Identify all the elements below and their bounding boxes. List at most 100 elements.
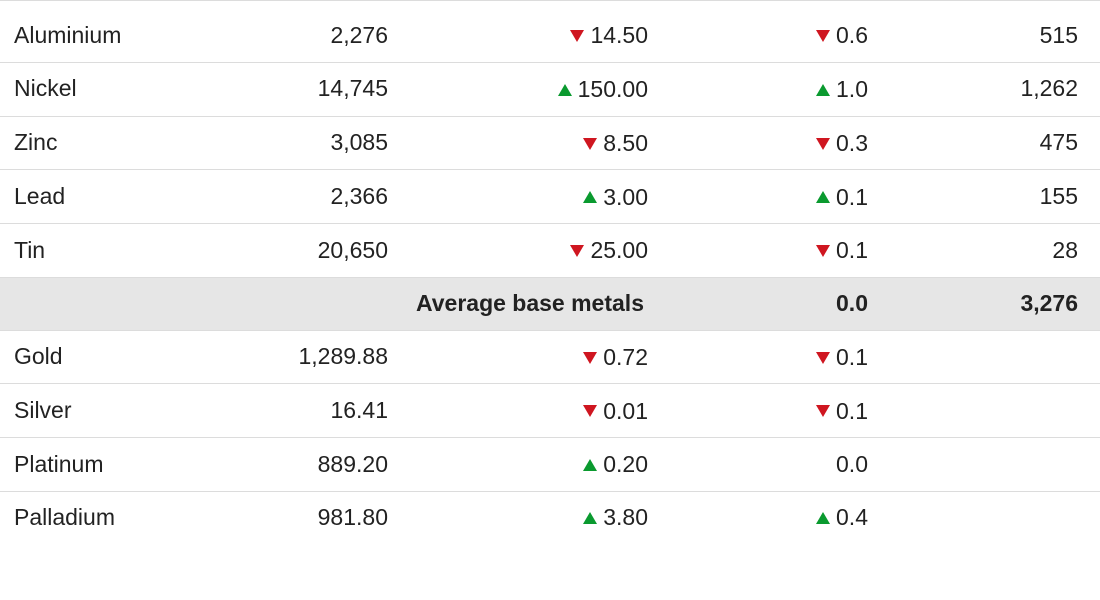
price-cell: 16.41 (170, 384, 410, 438)
change-cell-value: 25.00 (590, 237, 648, 265)
price-cell: 2,276 (170, 9, 410, 62)
pct-cell-value: 0.1 (836, 184, 868, 212)
pct-cell: 0.6 (670, 9, 890, 62)
price-cell: 14,745 (170, 62, 410, 116)
metal-name: Aluminium (0, 9, 170, 62)
triangle-up-icon (816, 512, 830, 524)
table-row: Platinum889.20 0.20 0.0 (0, 438, 1100, 492)
triangle-up-icon (558, 84, 572, 96)
triangle-up-icon (583, 459, 597, 471)
triangle-up-icon (583, 512, 597, 524)
triangle-down-icon (816, 352, 830, 364)
metals-table: Copper6,6857.000.1641Aluminium2,27614.50… (0, 0, 1100, 532)
summary-volume: 3,276 (890, 277, 1100, 330)
change-cell: 25.00 (410, 224, 670, 278)
pct-cell: 0.0 (670, 438, 890, 492)
table-row: Tin20,650 25.00 0.1 28 (0, 224, 1100, 278)
summary-row: Average base metals0.03,276 (0, 277, 1100, 330)
pct-cell: 0.4 (670, 491, 890, 532)
table-row: Aluminium2,276 14.50 0.6 515 (0, 9, 1100, 62)
price-cell: 889.20 (170, 438, 410, 492)
pct-cell-value: 0.3 (836, 130, 868, 158)
metal-name: Nickel (0, 62, 170, 116)
volume-cell: 28 (890, 224, 1100, 278)
price-cell: 6,685 (170, 1, 410, 10)
triangle-down-icon (816, 405, 830, 417)
pct-cell: 1.0 (670, 62, 890, 116)
metal-name: Silver (0, 384, 170, 438)
pct-cell-value: 0.0 (836, 451, 868, 479)
pct-cell-value: 0.1 (836, 237, 868, 265)
triangle-down-icon (583, 405, 597, 417)
change-cell: 7.00 (410, 1, 670, 10)
pct-cell: 0.1 (670, 224, 890, 278)
triangle-down-icon (570, 30, 584, 42)
triangle-down-icon (583, 138, 597, 150)
metal-name: Palladium (0, 491, 170, 532)
pct-cell: 0.1 (670, 1, 890, 10)
table-row: Lead2,366 3.00 0.1 155 (0, 170, 1100, 224)
summary-label: Average base metals (0, 277, 670, 330)
pct-cell-value: 0.4 (836, 504, 868, 532)
change-cell-value: 0.20 (603, 451, 648, 479)
pct-cell: 0.3 (670, 116, 890, 170)
metal-name: Platinum (0, 438, 170, 492)
volume-cell: 641 (890, 1, 1100, 10)
price-cell: 2,366 (170, 170, 410, 224)
volume-cell: 1,262 (890, 62, 1100, 116)
change-cell: 0.72 (410, 330, 670, 384)
triangle-down-icon (816, 245, 830, 257)
table-row: Palladium981.80 3.80 0.4 (0, 491, 1100, 532)
pct-cell-value: 0.1 (836, 398, 868, 426)
metal-name: Copper (0, 1, 170, 10)
metal-name: Gold (0, 330, 170, 384)
change-cell: 3.00 (410, 170, 670, 224)
table-row: Nickel14,745 150.00 1.0 1,262 (0, 62, 1100, 116)
triangle-up-icon (816, 191, 830, 203)
volume-cell: 155 (890, 170, 1100, 224)
triangle-down-icon (816, 30, 830, 42)
change-cell-value: 14.50 (590, 22, 648, 50)
price-cell: 1,289.88 (170, 330, 410, 384)
change-cell-value: 3.00 (603, 184, 648, 212)
summary-pct: 0.0 (670, 277, 890, 330)
table-row: Gold1,289.88 0.72 0.1 (0, 330, 1100, 384)
change-cell: 14.50 (410, 9, 670, 62)
change-cell-value: 3.80 (603, 504, 648, 532)
volume-cell (890, 330, 1100, 384)
change-cell: 8.50 (410, 116, 670, 170)
metal-name: Tin (0, 224, 170, 278)
triangle-down-icon (570, 245, 584, 257)
price-cell: 3,085 (170, 116, 410, 170)
change-cell-value: 0.72 (603, 344, 648, 372)
change-cell-value: 8.50 (603, 130, 648, 158)
pct-cell-value: 0.1 (836, 344, 868, 372)
pct-cell-value: 1.0 (836, 76, 868, 104)
price-cell: 981.80 (170, 491, 410, 532)
price-cell: 20,650 (170, 224, 410, 278)
triangle-down-icon (583, 352, 597, 364)
metal-name: Lead (0, 170, 170, 224)
triangle-up-icon (583, 191, 597, 203)
change-cell-value: 150.00 (578, 76, 648, 104)
volume-cell: 515 (890, 9, 1100, 62)
pct-cell: 0.1 (670, 384, 890, 438)
table-row: Copper6,6857.000.1641 (0, 1, 1100, 10)
table-row: Silver16.41 0.01 0.1 (0, 384, 1100, 438)
pct-cell-value: 0.6 (836, 22, 868, 50)
metal-name: Zinc (0, 116, 170, 170)
change-cell: 150.00 (410, 62, 670, 116)
change-cell: 0.01 (410, 384, 670, 438)
pct-cell: 0.1 (670, 170, 890, 224)
change-cell: 0.20 (410, 438, 670, 492)
volume-cell (890, 384, 1100, 438)
change-cell: 3.80 (410, 491, 670, 532)
table-row: Zinc3,085 8.50 0.3 475 (0, 116, 1100, 170)
volume-cell (890, 438, 1100, 492)
triangle-up-icon (816, 84, 830, 96)
volume-cell (890, 491, 1100, 532)
metals-table-wrap: Copper6,6857.000.1641Aluminium2,27614.50… (0, 0, 1100, 532)
pct-cell: 0.1 (670, 330, 890, 384)
change-cell-value: 0.01 (603, 398, 648, 426)
volume-cell: 475 (890, 116, 1100, 170)
